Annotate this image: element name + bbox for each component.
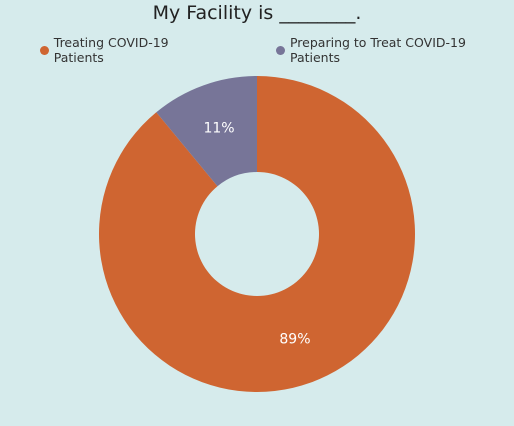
legend-item-preparing[interactable]: Preparing to Treat COVID-19 Patients — [276, 35, 514, 65]
slice-label-0: 89% — [279, 331, 310, 347]
legend-marker-preparing — [276, 45, 285, 55]
legend: Treating COVID-19 Patients Preparing to … — [40, 35, 514, 65]
legend-item-treating[interactable]: Treating COVID-19 Patients — [40, 35, 218, 65]
legend-marker-treating — [40, 45, 49, 55]
slice-0[interactable] — [99, 76, 416, 392]
slice-1[interactable] — [156, 76, 257, 187]
legend-label-preparing: Preparing to Treat COVID-19 Patients — [289, 35, 466, 65]
slice-label-1: 11% — [203, 121, 234, 137]
legend-label-treating: Treating COVID-19 Patients — [53, 35, 169, 65]
chart-title: My Facility is ________. — [152, 2, 362, 24]
